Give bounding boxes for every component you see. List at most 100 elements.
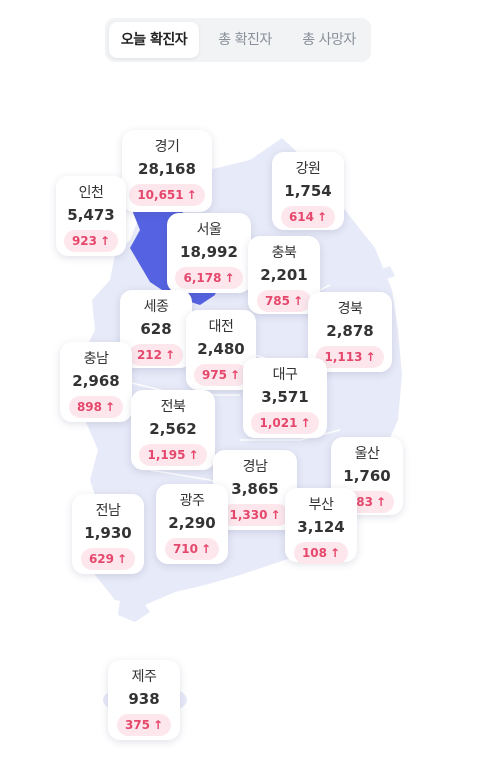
- today-increase-value: 10,651: [137, 188, 184, 202]
- arrow-up-icon: ↑: [224, 271, 235, 285]
- region-name: 광주: [179, 493, 205, 509]
- region-total-cases: 2,480: [197, 340, 245, 358]
- arrow-up-icon: ↑: [365, 350, 376, 364]
- arrow-up-icon: ↑: [376, 495, 387, 509]
- arrow-up-icon: ↑: [270, 508, 281, 522]
- today-increase-value: 1,021: [259, 416, 298, 430]
- arrow-up-icon: ↑: [300, 416, 311, 430]
- region-card-chungnam[interactable]: 충남 2,968 898 ↑: [60, 342, 132, 422]
- today-increase-value: 108: [301, 546, 327, 560]
- region-total-cases: 5,473: [67, 206, 115, 224]
- today-increase-badge: 614 ↑: [280, 206, 336, 228]
- region-card-gyeongnam[interactable]: 경남 3,865 1,330 ↑: [213, 450, 297, 530]
- region-name: 전남: [95, 503, 121, 519]
- region-name: 경남: [242, 459, 268, 475]
- today-increase-badge: 1,195 ↑: [139, 444, 207, 466]
- region-card-gyeonggi[interactable]: 경기 28,168 10,651 ↑: [122, 130, 212, 212]
- region-card-chungbuk[interactable]: 충북 2,201 785 ↑: [248, 236, 320, 314]
- region-total-cases: 1,930: [84, 524, 132, 542]
- region-card-incheon[interactable]: 인천 5,473 923 ↑: [56, 176, 126, 256]
- today-increase-value: 375: [124, 718, 150, 732]
- region-name: 경기: [154, 139, 180, 155]
- arrow-up-icon: ↑: [188, 448, 199, 462]
- region-name: 경북: [337, 301, 363, 317]
- region-card-jeonbuk[interactable]: 전북 2,562 1,195 ↑: [131, 390, 215, 470]
- region-name: 대전: [208, 319, 234, 335]
- region-total-cases: 2,878: [326, 322, 374, 340]
- today-increase-badge: 375 ↑: [116, 714, 172, 736]
- region-card-daegu[interactable]: 대구 3,571 1,021 ↑: [243, 358, 327, 438]
- today-increase-badge: 1,021 ↑: [251, 412, 319, 434]
- arrow-up-icon: ↑: [117, 552, 128, 566]
- arrow-up-icon: ↑: [105, 400, 116, 414]
- today-increase-value: 6,178: [183, 271, 222, 285]
- region-card-busan[interactable]: 부산 3,124 108 ↑: [285, 488, 357, 564]
- region-name: 서울: [196, 222, 222, 238]
- region-card-gyeongbuk[interactable]: 경북 2,878 1,113 ↑: [308, 292, 392, 372]
- region-card-gangwon[interactable]: 강원 1,754 614 ↑: [272, 152, 344, 230]
- region-card-gwangju[interactable]: 광주 2,290 710 ↑: [156, 484, 228, 564]
- region-total-cases: 3,571: [261, 388, 309, 406]
- region-name: 인천: [78, 185, 104, 201]
- today-increase-badge: 923 ↑: [63, 230, 119, 252]
- island-shape: [118, 598, 150, 622]
- today-increase-value: 785: [264, 294, 290, 308]
- arrow-up-icon: ↑: [293, 294, 304, 308]
- today-increase-badge: 212 ↑: [128, 344, 184, 366]
- region-total-cases: 3,124: [297, 518, 345, 536]
- region-total-cases: 938: [128, 690, 160, 708]
- region-name: 부산: [308, 497, 334, 513]
- today-increase-value: 1,195: [147, 448, 186, 462]
- today-increase-value: 898: [76, 400, 102, 414]
- today-increase-value: 1,113: [324, 350, 363, 364]
- region-card-seoul[interactable]: 서울 18,992 6,178 ↑: [167, 213, 251, 293]
- region-card-jeju[interactable]: 제주 938 375 ↑: [108, 660, 180, 740]
- today-increase-badge: 6,178 ↑: [175, 267, 243, 289]
- arrow-up-icon: ↑: [330, 546, 341, 560]
- region-name: 충남: [83, 351, 109, 367]
- today-increase-value: 1,330: [229, 508, 268, 522]
- arrow-up-icon: ↑: [201, 542, 212, 556]
- region-total-cases: 2,290: [168, 514, 216, 532]
- tab-total-deaths[interactable]: 총 사망자: [302, 32, 356, 48]
- tab-total-cases[interactable]: 총 확진자: [218, 32, 272, 48]
- today-increase-badge: 108 ↑: [293, 542, 349, 564]
- region-name: 세종: [143, 299, 169, 315]
- region-total-cases: 2,562: [149, 420, 197, 438]
- arrow-up-icon: ↑: [165, 348, 176, 362]
- region-total-cases: 628: [140, 320, 172, 338]
- region-name: 울산: [354, 446, 380, 462]
- region-total-cases: 3,865: [231, 480, 279, 498]
- island-shape: [380, 266, 395, 280]
- today-increase-badge: 10,651 ↑: [129, 184, 205, 206]
- today-increase-badge: 1,113 ↑: [316, 346, 384, 368]
- case-type-tabs: 오늘 확진자 총 확진자 총 사망자: [105, 18, 371, 62]
- arrow-up-icon: ↑: [186, 188, 197, 202]
- today-increase-value: 975: [201, 368, 227, 382]
- region-total-cases: 28,168: [138, 160, 196, 178]
- tab-today-cases[interactable]: 오늘 확진자: [109, 22, 199, 58]
- arrow-up-icon: ↑: [230, 368, 241, 382]
- today-increase-value: 614: [288, 210, 314, 224]
- region-name: 대구: [272, 367, 298, 383]
- region-name: 강원: [295, 161, 321, 177]
- region-total-cases: 1,760: [343, 467, 391, 485]
- region-card-jeonnam[interactable]: 전남 1,930 629 ↑: [72, 494, 144, 574]
- region-card-sejong[interactable]: 세종 628 212 ↑: [120, 290, 192, 368]
- today-increase-badge: 898 ↑: [68, 396, 124, 418]
- arrow-up-icon: ↑: [153, 718, 164, 732]
- region-name: 전북: [160, 399, 186, 415]
- today-increase-badge: 1,330 ↑: [221, 504, 289, 526]
- today-increase-badge: 629 ↑: [80, 548, 136, 570]
- region-name: 제주: [131, 669, 157, 685]
- region-total-cases: 2,968: [72, 372, 120, 390]
- today-increase-badge: 785 ↑: [256, 290, 312, 312]
- region-name: 충북: [271, 245, 297, 261]
- region-total-cases: 1,754: [284, 182, 332, 200]
- today-increase-value: 710: [172, 542, 198, 556]
- region-total-cases: 18,992: [180, 243, 238, 261]
- arrow-up-icon: ↑: [100, 234, 111, 248]
- today-increase-value: 923: [71, 234, 97, 248]
- today-increase-value: 629: [88, 552, 114, 566]
- today-increase-badge: 975 ↑: [193, 364, 249, 386]
